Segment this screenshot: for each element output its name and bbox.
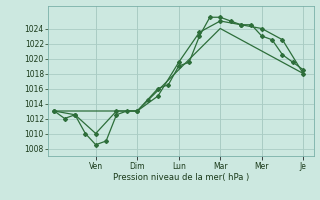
X-axis label: Pression niveau de la mer( hPa ): Pression niveau de la mer( hPa )	[113, 173, 249, 182]
